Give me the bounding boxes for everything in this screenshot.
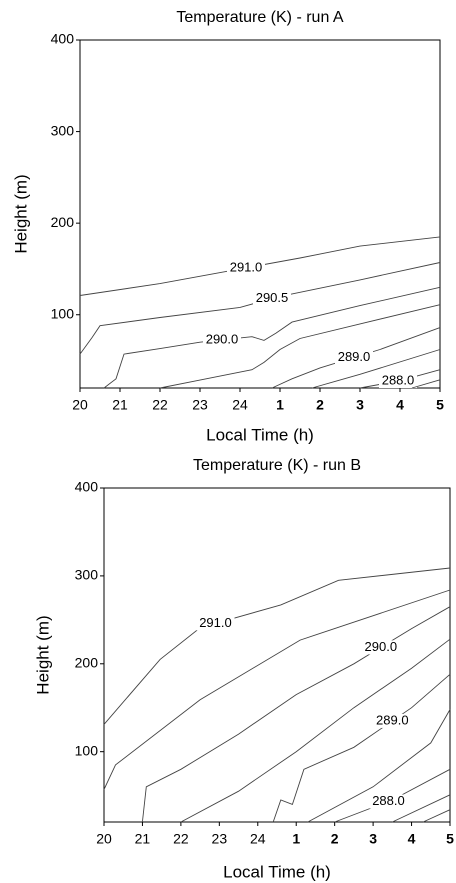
contour-line [103,567,451,725]
x-tick-label: 2 [331,831,339,847]
contour-line [180,638,451,823]
x-tick-label: 22 [152,397,168,413]
y-tick-label: 100 [51,305,75,321]
contour-line [307,709,451,823]
x-tick-label: 3 [369,831,377,847]
contour-label-bg [379,374,417,389]
plot-frame [79,39,441,389]
contour-label: 291.0 [230,259,263,274]
x-tick-label: 5 [446,831,454,847]
x-tick-label: 5 [436,397,444,413]
contour-line [271,327,441,389]
contour-line [79,236,441,296]
contour-label-bg [373,713,412,728]
x-tick-label: 20 [96,831,112,847]
contour-label: 290.5 [256,290,289,305]
x-axis-label: Local Time (h) [206,425,314,444]
chart-title: Temperature (K) - run B [193,457,361,474]
contour-label-bg [203,332,241,347]
x-tick-label: 21 [135,831,151,847]
x-tick-label: 1 [292,831,300,847]
contour-line [411,379,441,389]
contour-label: 288.0 [382,372,415,387]
y-tick-label: 400 [75,479,99,495]
y-axis-label: Height (m) [33,615,52,694]
contour-label: 288.0 [372,793,405,808]
x-tick-label: 2 [316,397,324,413]
x-tick-label: 24 [250,831,266,847]
x-tick-label: 20 [72,397,88,413]
contour-label: 289.0 [338,349,371,364]
y-tick-label: 300 [75,567,99,583]
plot-frame [103,487,451,823]
x-tick-label: 4 [396,397,404,413]
x-axis-label: Local Time (h) [223,862,331,881]
contour-label: 289.0 [376,712,409,727]
x-tick-label: 23 [192,397,208,413]
contour-line [392,794,451,823]
contour-line [103,589,451,790]
contour-line [79,262,441,355]
contour-label-bg [196,616,235,631]
contour-label-bg [253,291,291,306]
contour-line [272,673,451,823]
contour-label: 291.0 [199,615,232,630]
x-tick-label: 24 [232,397,248,413]
contour-line [159,304,441,389]
contour-line [103,286,441,389]
x-tick-label: 4 [408,831,416,847]
y-tick-label: 100 [75,742,99,758]
contour-line [141,606,451,823]
chart-title: Temperature (K) - run A [176,9,344,26]
contour-label-bg [227,260,265,275]
contour-label: 290.0 [206,331,239,346]
contour-line [311,349,441,389]
y-tick-label: 200 [75,654,99,670]
x-tick-label: 3 [356,397,364,413]
y-tick-label: 200 [51,214,75,230]
contour-label-bg [369,794,408,809]
contour-label-bg [361,640,400,655]
y-tick-label: 400 [51,31,75,47]
contour-label: 290.0 [365,639,398,654]
x-tick-label: 21 [112,397,128,413]
x-tick-label: 22 [173,831,189,847]
contour-label-bg [335,350,373,365]
x-tick-label: 23 [212,831,228,847]
x-tick-label: 1 [276,397,284,413]
y-axis-label: Height (m) [11,174,30,253]
contour-line [422,809,451,823]
y-tick-label: 300 [51,122,75,138]
